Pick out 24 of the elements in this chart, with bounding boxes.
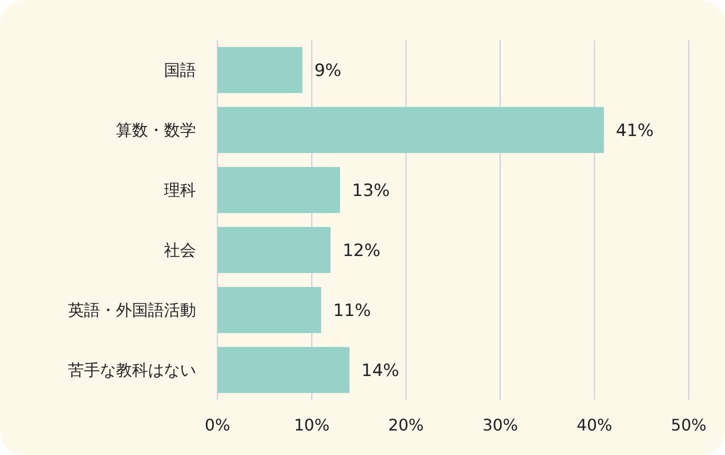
y-tick-label: 国語	[164, 60, 196, 80]
y-tick-label: 社会	[164, 240, 196, 260]
data-label: 12%	[342, 241, 380, 261]
y-tick-label: 理科	[164, 180, 196, 200]
bar	[218, 47, 302, 93]
bar	[218, 287, 322, 333]
y-tick-label: 苦手な教科はない	[68, 360, 196, 380]
x-tick-label: 40%	[576, 416, 612, 434]
data-label: 13%	[352, 181, 390, 201]
data-label: 14%	[361, 361, 400, 381]
data-label: 9%	[314, 61, 342, 81]
x-tick-label: 20%	[388, 416, 424, 434]
y-tick-label: 算数・数学	[116, 120, 196, 140]
bar	[218, 227, 331, 273]
x-tick-label: 50%	[670, 416, 706, 434]
x-tick-label: 0%	[204, 416, 230, 434]
bar	[218, 347, 350, 393]
x-tick-label: 30%	[482, 416, 518, 434]
data-label: 41%	[616, 121, 654, 141]
y-tick-label: 英語・外国語活動	[68, 300, 196, 320]
bar	[218, 107, 604, 153]
bar	[218, 167, 340, 213]
x-tick-label: 10%	[294, 416, 330, 434]
data-label: 11%	[333, 301, 371, 321]
